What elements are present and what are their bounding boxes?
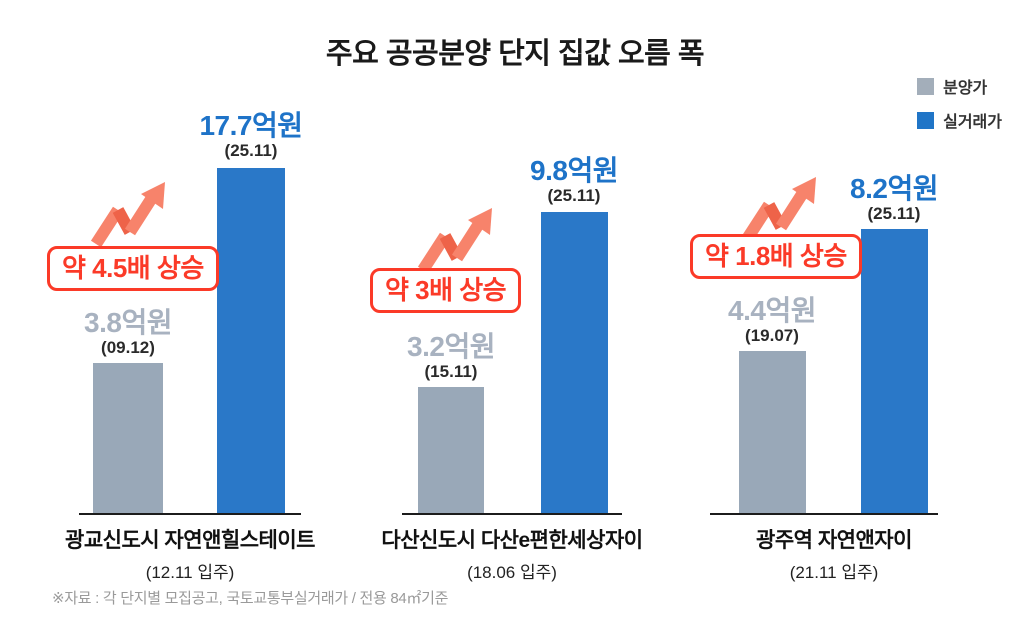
actual-bar <box>541 212 608 513</box>
presale-value-label: 4.4억원 (19.07) <box>728 294 816 346</box>
legend: 분양가 실거래가 <box>917 74 1002 132</box>
legend-item-presale: 분양가 <box>917 74 1002 98</box>
increase-badge: 약 4.5배 상승 <box>47 246 219 291</box>
move-in-date: (18.06 입주) <box>467 563 557 582</box>
complex-name: 광주역 자연앤자이 <box>756 529 912 552</box>
actual-value: 9.8억원 <box>530 154 618 186</box>
actual-swatch-icon <box>917 111 935 129</box>
actual-date: (25.11) <box>224 141 278 161</box>
footnote: ※자료 : 각 단지별 모집공고, 국토교통부실거래가 / 전용 84㎡기준 <box>52 590 449 607</box>
actual-bar <box>217 168 285 513</box>
rise-arrow-icon <box>741 175 820 243</box>
actual-date: (25.11) <box>867 204 921 224</box>
actual-value-label: 8.2억원 (25.11) <box>850 172 938 224</box>
actual-value-label: 17.7억원 (25.11) <box>199 109 303 161</box>
presale-value-label: 3.8억원 (09.12) <box>84 306 172 358</box>
presale-date: (19.07) <box>745 326 799 346</box>
chart-group-dasan: 약 3배 상승 3.2억원 (15.11) 9.8억원 (25.11) 다산신도… <box>370 100 643 582</box>
legend-actual-label: 실거래가 <box>943 114 1002 131</box>
move-in-date: (21.11 입주) <box>789 563 879 582</box>
chart-group-gwanggyo: 약 4.5배 상승 3.8억원 (09.12) 17.7억원 (25.11) 광… <box>47 100 316 582</box>
rise-arrow-icon <box>417 206 496 274</box>
increase-badge: 약 1.8배 상승 <box>690 234 862 279</box>
presale-date: (09.12) <box>101 338 155 358</box>
actual-bar <box>861 229 928 513</box>
move-in-date: (12.11 입주) <box>145 563 235 582</box>
presale-value: 4.4억원 <box>728 294 816 326</box>
category-label: 광주역 자연앤자이 (21.11 입주) <box>756 524 912 583</box>
category-label: 광교신도시 자연앤힐스테이트 (12.11 입주) <box>65 524 316 583</box>
actual-date: (25.11) <box>547 186 601 206</box>
legend-item-actual: 실거래가 <box>917 108 1002 132</box>
rise-arrow-icon <box>90 180 169 248</box>
presale-bar <box>418 387 484 513</box>
presale-bar <box>739 351 806 513</box>
presale-swatch-icon <box>917 77 935 95</box>
presale-value: 3.8억원 <box>84 306 172 338</box>
legend-presale-label: 분양가 <box>943 80 988 97</box>
presale-bar <box>93 363 163 513</box>
actual-value: 17.7억원 <box>199 109 303 141</box>
complex-name: 다산신도시 다산e편한세상자이 <box>381 529 643 552</box>
chart-group-gwangju: 약 1.8배 상승 4.4억원 (19.07) 8.2억원 (25.11) 광주… <box>690 100 938 582</box>
complex-name: 광교신도시 자연앤힐스테이트 <box>65 529 316 552</box>
presale-date: (15.11) <box>424 362 478 382</box>
actual-value-label: 9.8억원 (25.11) <box>530 154 618 206</box>
presale-value-label: 3.2억원 (15.11) <box>407 330 495 382</box>
increase-badge: 약 3배 상승 <box>370 268 522 313</box>
chart-title: 주요 공공분양 단지 집값 오름 폭 <box>325 38 705 70</box>
presale-value: 3.2억원 <box>407 330 495 362</box>
actual-value: 8.2억원 <box>850 172 938 204</box>
category-label: 다산신도시 다산e편한세상자이 (18.06 입주) <box>381 524 643 583</box>
